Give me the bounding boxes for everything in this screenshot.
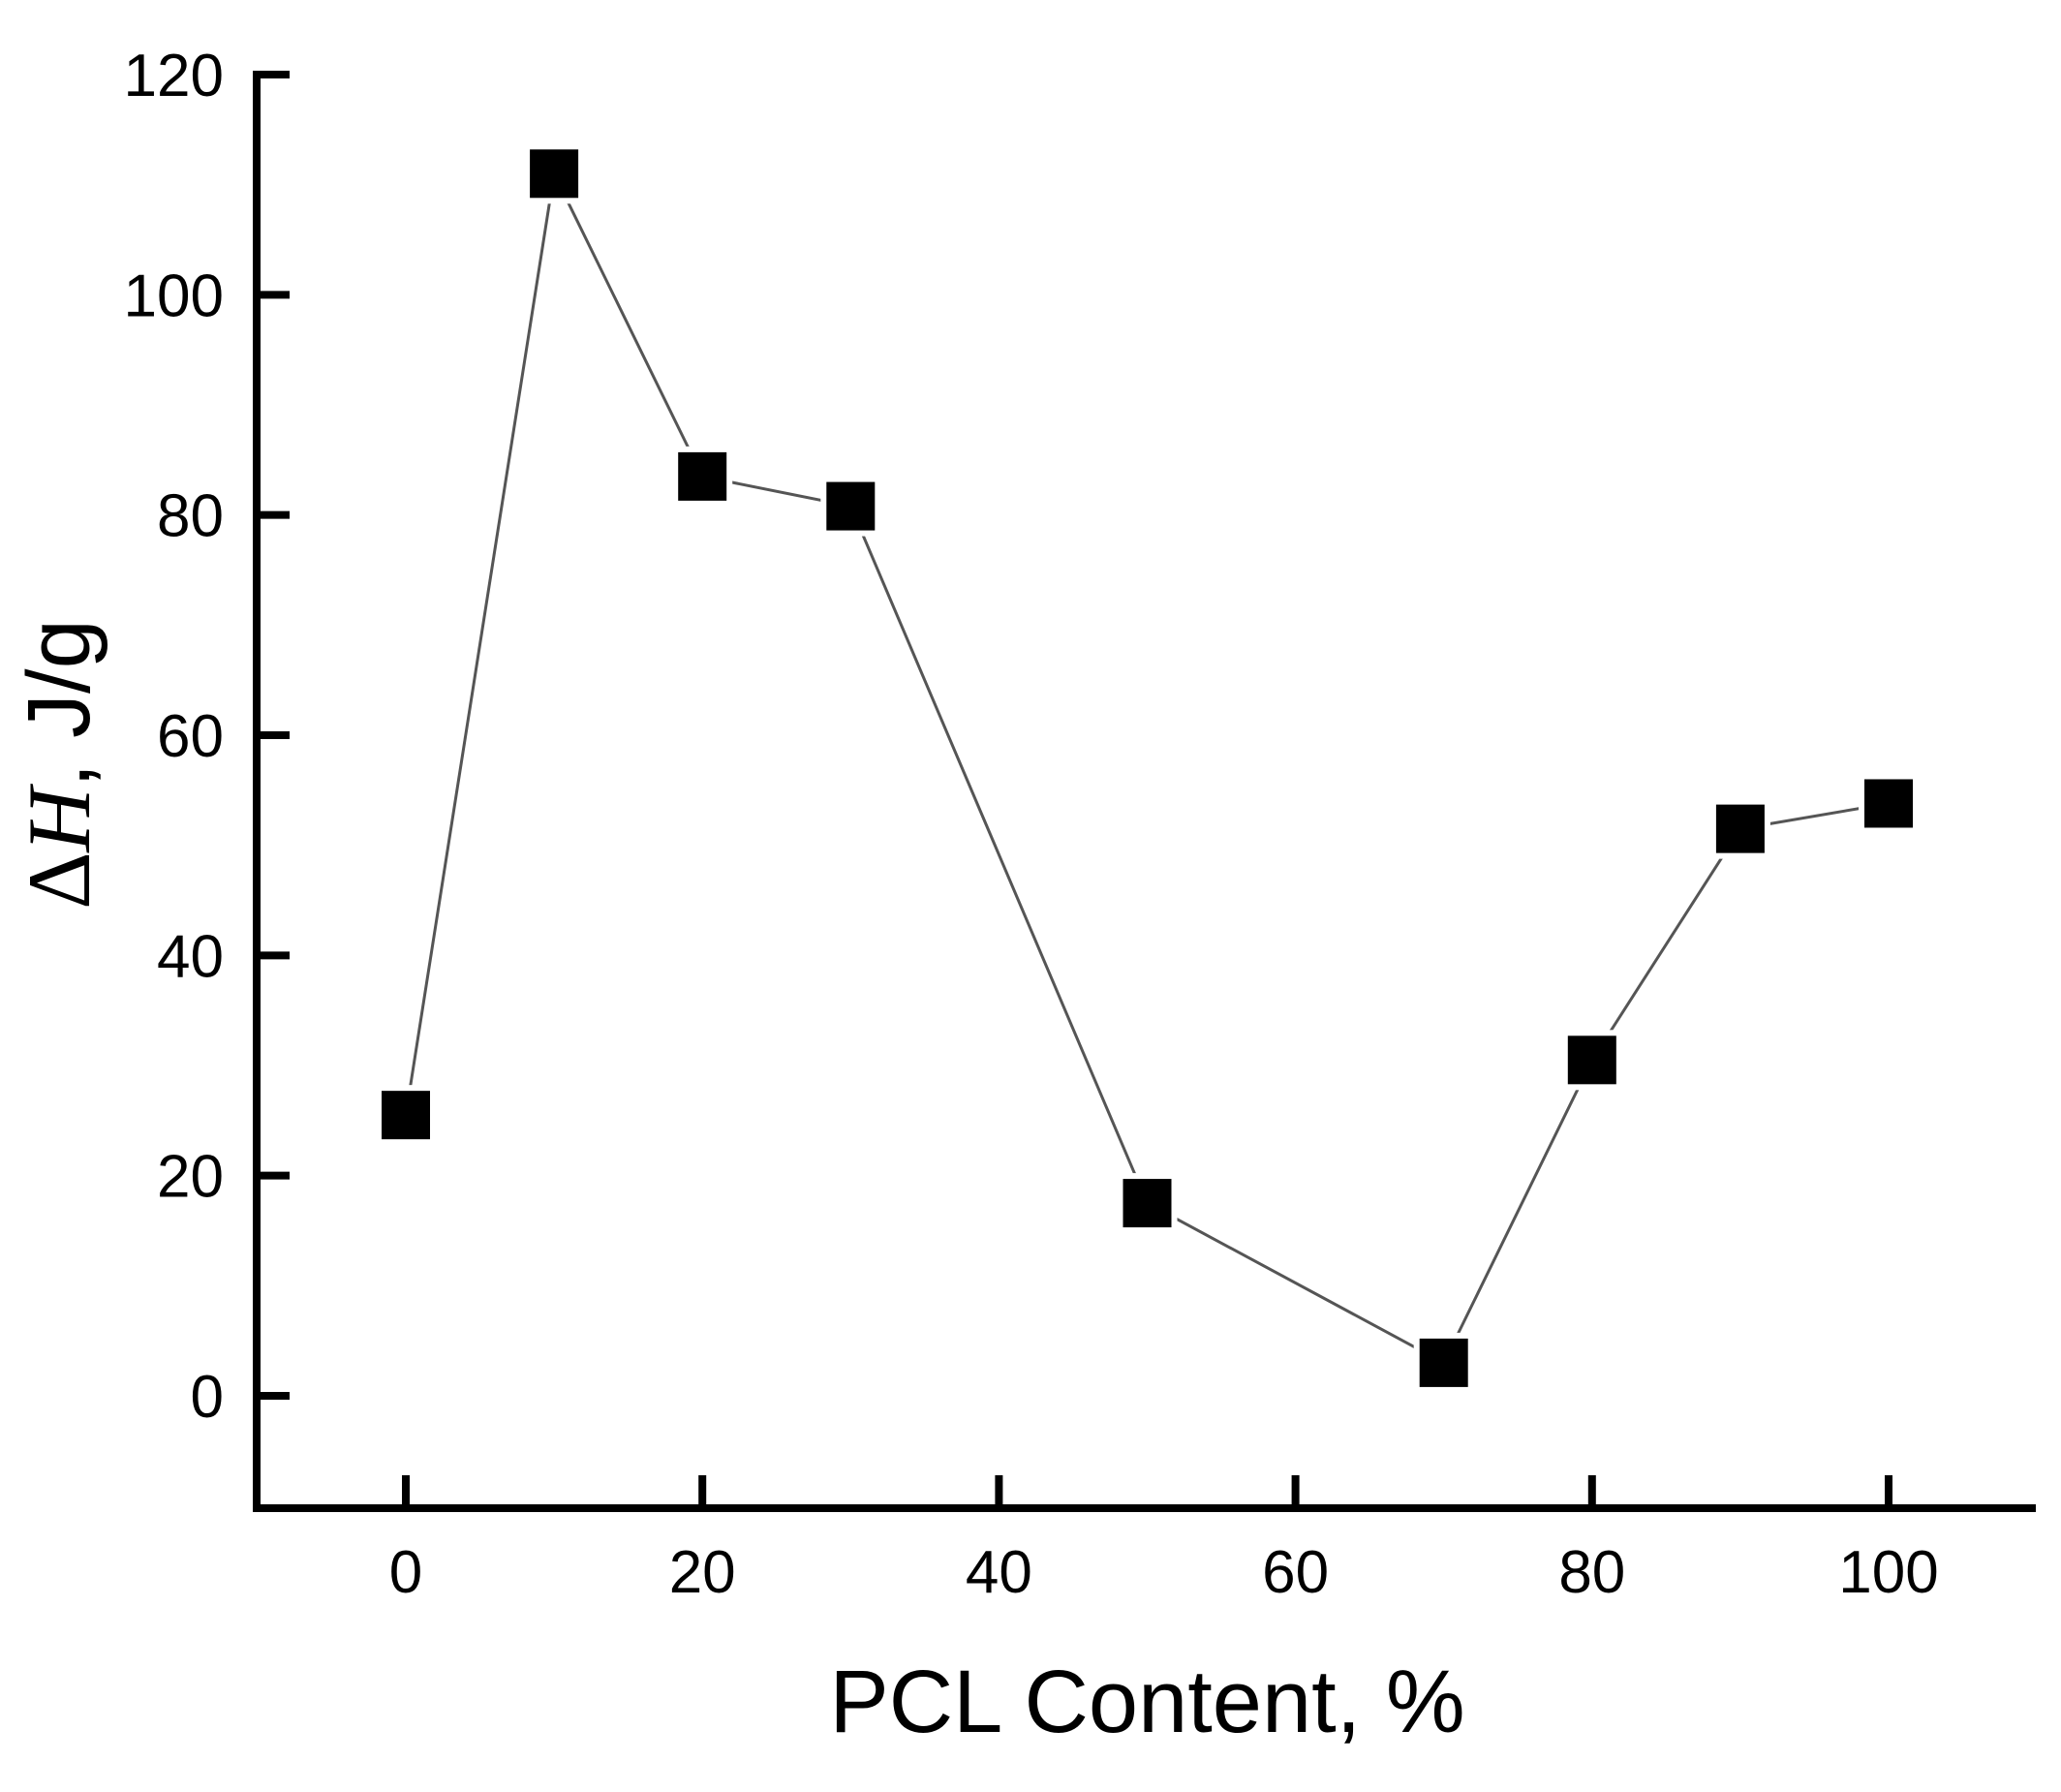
y-tick-label: 0 bbox=[191, 1364, 224, 1431]
y-ticks: 0 20 40 60 80 100 120 bbox=[124, 43, 290, 1431]
y-tick-label: 20 bbox=[157, 1144, 224, 1211]
y-axis-title: ΔH, J/g bbox=[10, 619, 108, 909]
data-point-marker bbox=[1419, 1338, 1468, 1387]
y-tick-label: 60 bbox=[157, 703, 224, 770]
series-line-segment bbox=[1442, 1059, 1594, 1364]
data-point-marker bbox=[826, 481, 876, 531]
series-line-segment bbox=[1146, 1201, 1445, 1365]
series-line-segment bbox=[552, 172, 704, 478]
x-tick-label: 80 bbox=[1558, 1539, 1625, 1606]
x-tick-label: 100 bbox=[1838, 1539, 1938, 1606]
data-point-marker bbox=[1715, 804, 1765, 853]
series-line-segment bbox=[848, 505, 1149, 1204]
y-axis-title-symbol: Δ bbox=[10, 852, 108, 910]
x-tick-label: 40 bbox=[966, 1539, 1032, 1606]
x-ticks: 0 20 40 60 80 100 bbox=[389, 1475, 1939, 1606]
x-tick-label: 0 bbox=[389, 1539, 422, 1606]
y-tick-label: 40 bbox=[157, 923, 224, 990]
data-point-marker bbox=[1864, 779, 1913, 828]
x-tick-label: 60 bbox=[1262, 1539, 1329, 1606]
series-line-segment bbox=[1590, 827, 1742, 1062]
series-line-segment bbox=[404, 173, 556, 1116]
y-axis-title-variable: H bbox=[10, 784, 108, 853]
axes: 0 20 40 60 80 100 120 0 20 40 60 80 100 bbox=[124, 43, 2036, 1606]
data-point-marker bbox=[678, 451, 727, 501]
data-point-marker bbox=[1123, 1179, 1172, 1228]
y-axis-title-unit: , J/g bbox=[10, 619, 108, 788]
x-axis-title: PCL Content, % bbox=[829, 1653, 1464, 1751]
data-marker-group bbox=[376, 143, 1919, 1393]
y-tick-label: 120 bbox=[124, 43, 224, 109]
y-tick-label: 100 bbox=[124, 263, 224, 329]
x-tick-label: 20 bbox=[669, 1539, 736, 1606]
data-line-group bbox=[404, 172, 1890, 1365]
data-point-marker bbox=[382, 1091, 430, 1140]
y-tick-label: 80 bbox=[157, 483, 224, 550]
data-point-marker bbox=[530, 149, 579, 199]
data-point-marker bbox=[1567, 1035, 1616, 1085]
